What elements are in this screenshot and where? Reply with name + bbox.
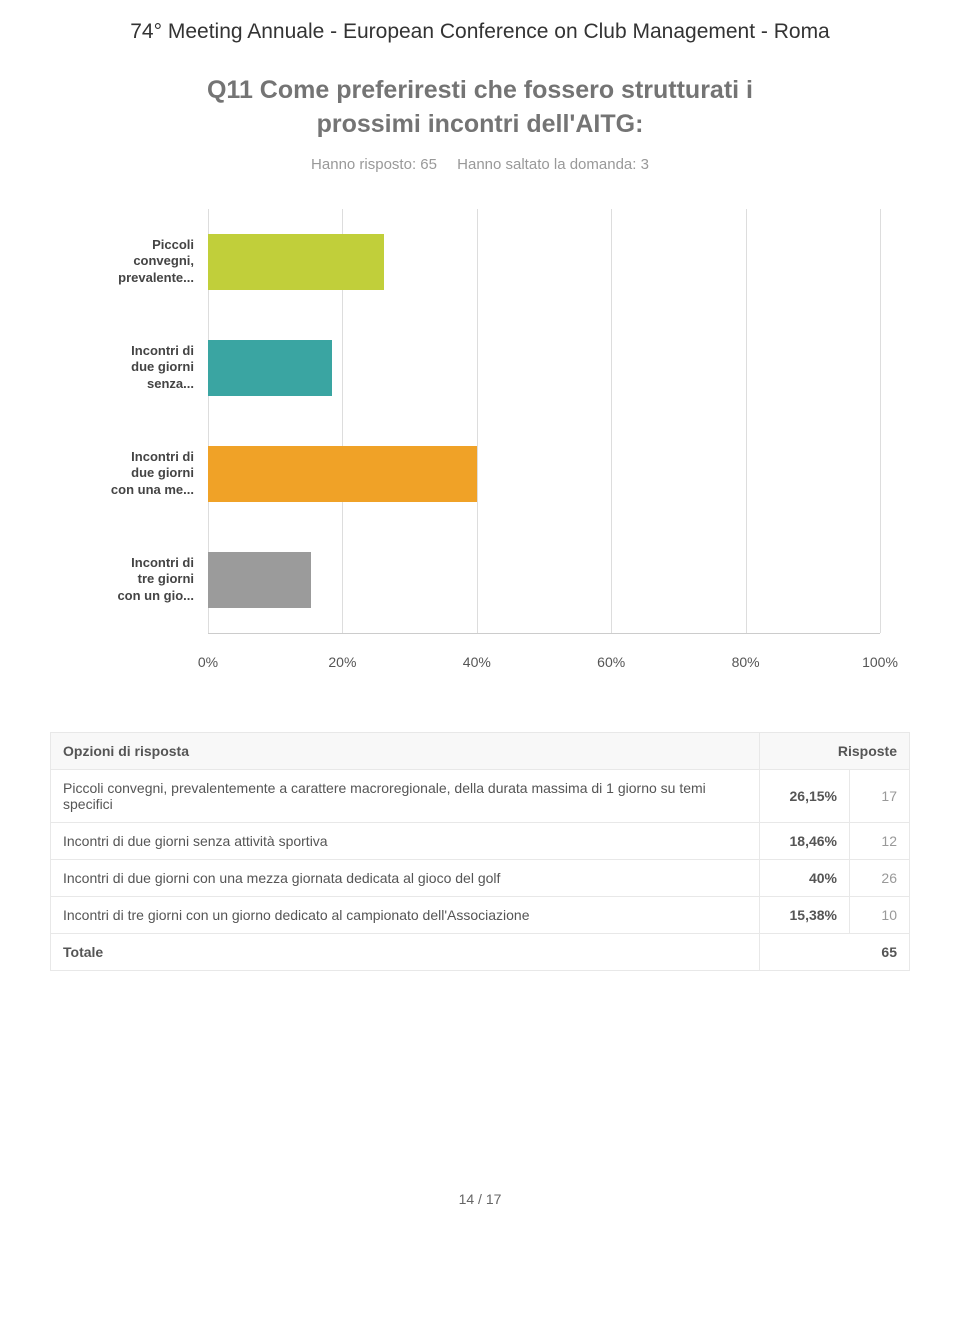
- y-axis-category-label: Piccoliconvegni,prevalente...: [80, 209, 208, 315]
- y-axis-labels: Piccoliconvegni,prevalente...Incontri di…: [80, 209, 208, 634]
- y-axis-label-line: prevalente...: [118, 270, 194, 286]
- chart-bar-row: [208, 527, 880, 633]
- table-cell-option: Incontri di due giorni senza attività sp…: [51, 822, 760, 859]
- total-label: Totale: [51, 933, 760, 970]
- chart-bar-row: [208, 209, 880, 315]
- table-cell-count: 17: [850, 769, 910, 822]
- table-cell-count: 10: [850, 896, 910, 933]
- table-total-row: Totale 65: [51, 933, 910, 970]
- table-row: Incontri di due giorni con una mezza gio…: [51, 859, 910, 896]
- table-cell-percent: 18,46%: [760, 822, 850, 859]
- chart-bar-row: [208, 421, 880, 527]
- chart-bar: [208, 552, 311, 608]
- y-axis-label-line: Piccoli: [152, 237, 194, 253]
- chart-bar: [208, 446, 477, 502]
- table-row: Incontri di tre giorni con un giorno ded…: [51, 896, 910, 933]
- x-axis-ticks: 0%20%40%60%80%100%: [208, 654, 880, 676]
- page-number: 14 / 17: [50, 1191, 910, 1207]
- responses-table: Opzioni di risposta Risposte Piccoli con…: [50, 732, 910, 971]
- chart-bars: [208, 209, 880, 633]
- doc-title: 74° Meeting Annuale - European Conferenc…: [50, 20, 910, 44]
- x-axis-tick-label: 40%: [463, 654, 491, 670]
- x-axis-spacer: [80, 654, 208, 676]
- y-axis-label-line: con una me...: [111, 482, 194, 498]
- x-axis: 0%20%40%60%80%100%: [80, 654, 880, 676]
- table-cell-option: Incontri di tre giorni con un giorno ded…: [51, 896, 760, 933]
- header-options: Opzioni di risposta: [51, 732, 760, 769]
- respondent-info: Hanno risposto: 65 Hanno saltato la doma…: [50, 156, 910, 173]
- table-header-row: Opzioni di risposta Risposte: [51, 732, 910, 769]
- y-axis-label-line: tre giorni: [138, 571, 194, 587]
- y-axis-label-line: con un gio...: [117, 588, 194, 604]
- table-cell-percent: 26,15%: [760, 769, 850, 822]
- y-axis-label-line: due giorni: [131, 465, 194, 481]
- x-axis-tick-label: 80%: [732, 654, 760, 670]
- y-axis-category-label: Incontri didue giornisenza...: [80, 315, 208, 421]
- bar-chart: Piccoliconvegni,prevalente...Incontri di…: [80, 209, 880, 634]
- chart-plot-area: [208, 209, 880, 634]
- y-axis-label-line: convegni,: [133, 253, 194, 269]
- table-cell-option: Incontri di due giorni con una mezza gio…: [51, 859, 760, 896]
- table-cell-percent: 40%: [760, 859, 850, 896]
- page: 74° Meeting Annuale - European Conferenc…: [0, 0, 960, 1247]
- skipped-label: Hanno saltato la domanda: 3: [457, 156, 649, 173]
- table-cell-option: Piccoli convegni, prevalentemente a cara…: [51, 769, 760, 822]
- y-axis-category-label: Incontri didue giornicon una me...: [80, 421, 208, 527]
- y-axis-label-line: due giorni: [131, 359, 194, 375]
- chart-gridline: [880, 209, 881, 633]
- table-cell-percent: 15,38%: [760, 896, 850, 933]
- table-cell-count: 26: [850, 859, 910, 896]
- y-axis-label-line: Incontri di: [131, 343, 194, 359]
- question-title: Q11 Come preferiresti che fossero strutt…: [160, 74, 800, 142]
- x-axis-tick-label: 0%: [198, 654, 218, 670]
- total-value: 65: [760, 933, 910, 970]
- y-axis-label-line: Incontri di: [131, 555, 194, 571]
- chart-bar-row: [208, 315, 880, 421]
- y-axis-label-line: senza...: [147, 376, 194, 392]
- table-cell-count: 12: [850, 822, 910, 859]
- y-axis-label-line: Incontri di: [131, 449, 194, 465]
- x-axis-tick-label: 20%: [328, 654, 356, 670]
- answered-label: Hanno risposto: 65: [311, 156, 437, 173]
- x-axis-tick-label: 100%: [862, 654, 898, 670]
- header-responses: Risposte: [760, 732, 910, 769]
- chart-bar: [208, 340, 332, 396]
- table-row: Incontri di due giorni senza attività sp…: [51, 822, 910, 859]
- x-axis-tick-label: 60%: [597, 654, 625, 670]
- table-row: Piccoli convegni, prevalentemente a cara…: [51, 769, 910, 822]
- chart-bar: [208, 234, 384, 290]
- y-axis-category-label: Incontri ditre giornicon un gio...: [80, 527, 208, 633]
